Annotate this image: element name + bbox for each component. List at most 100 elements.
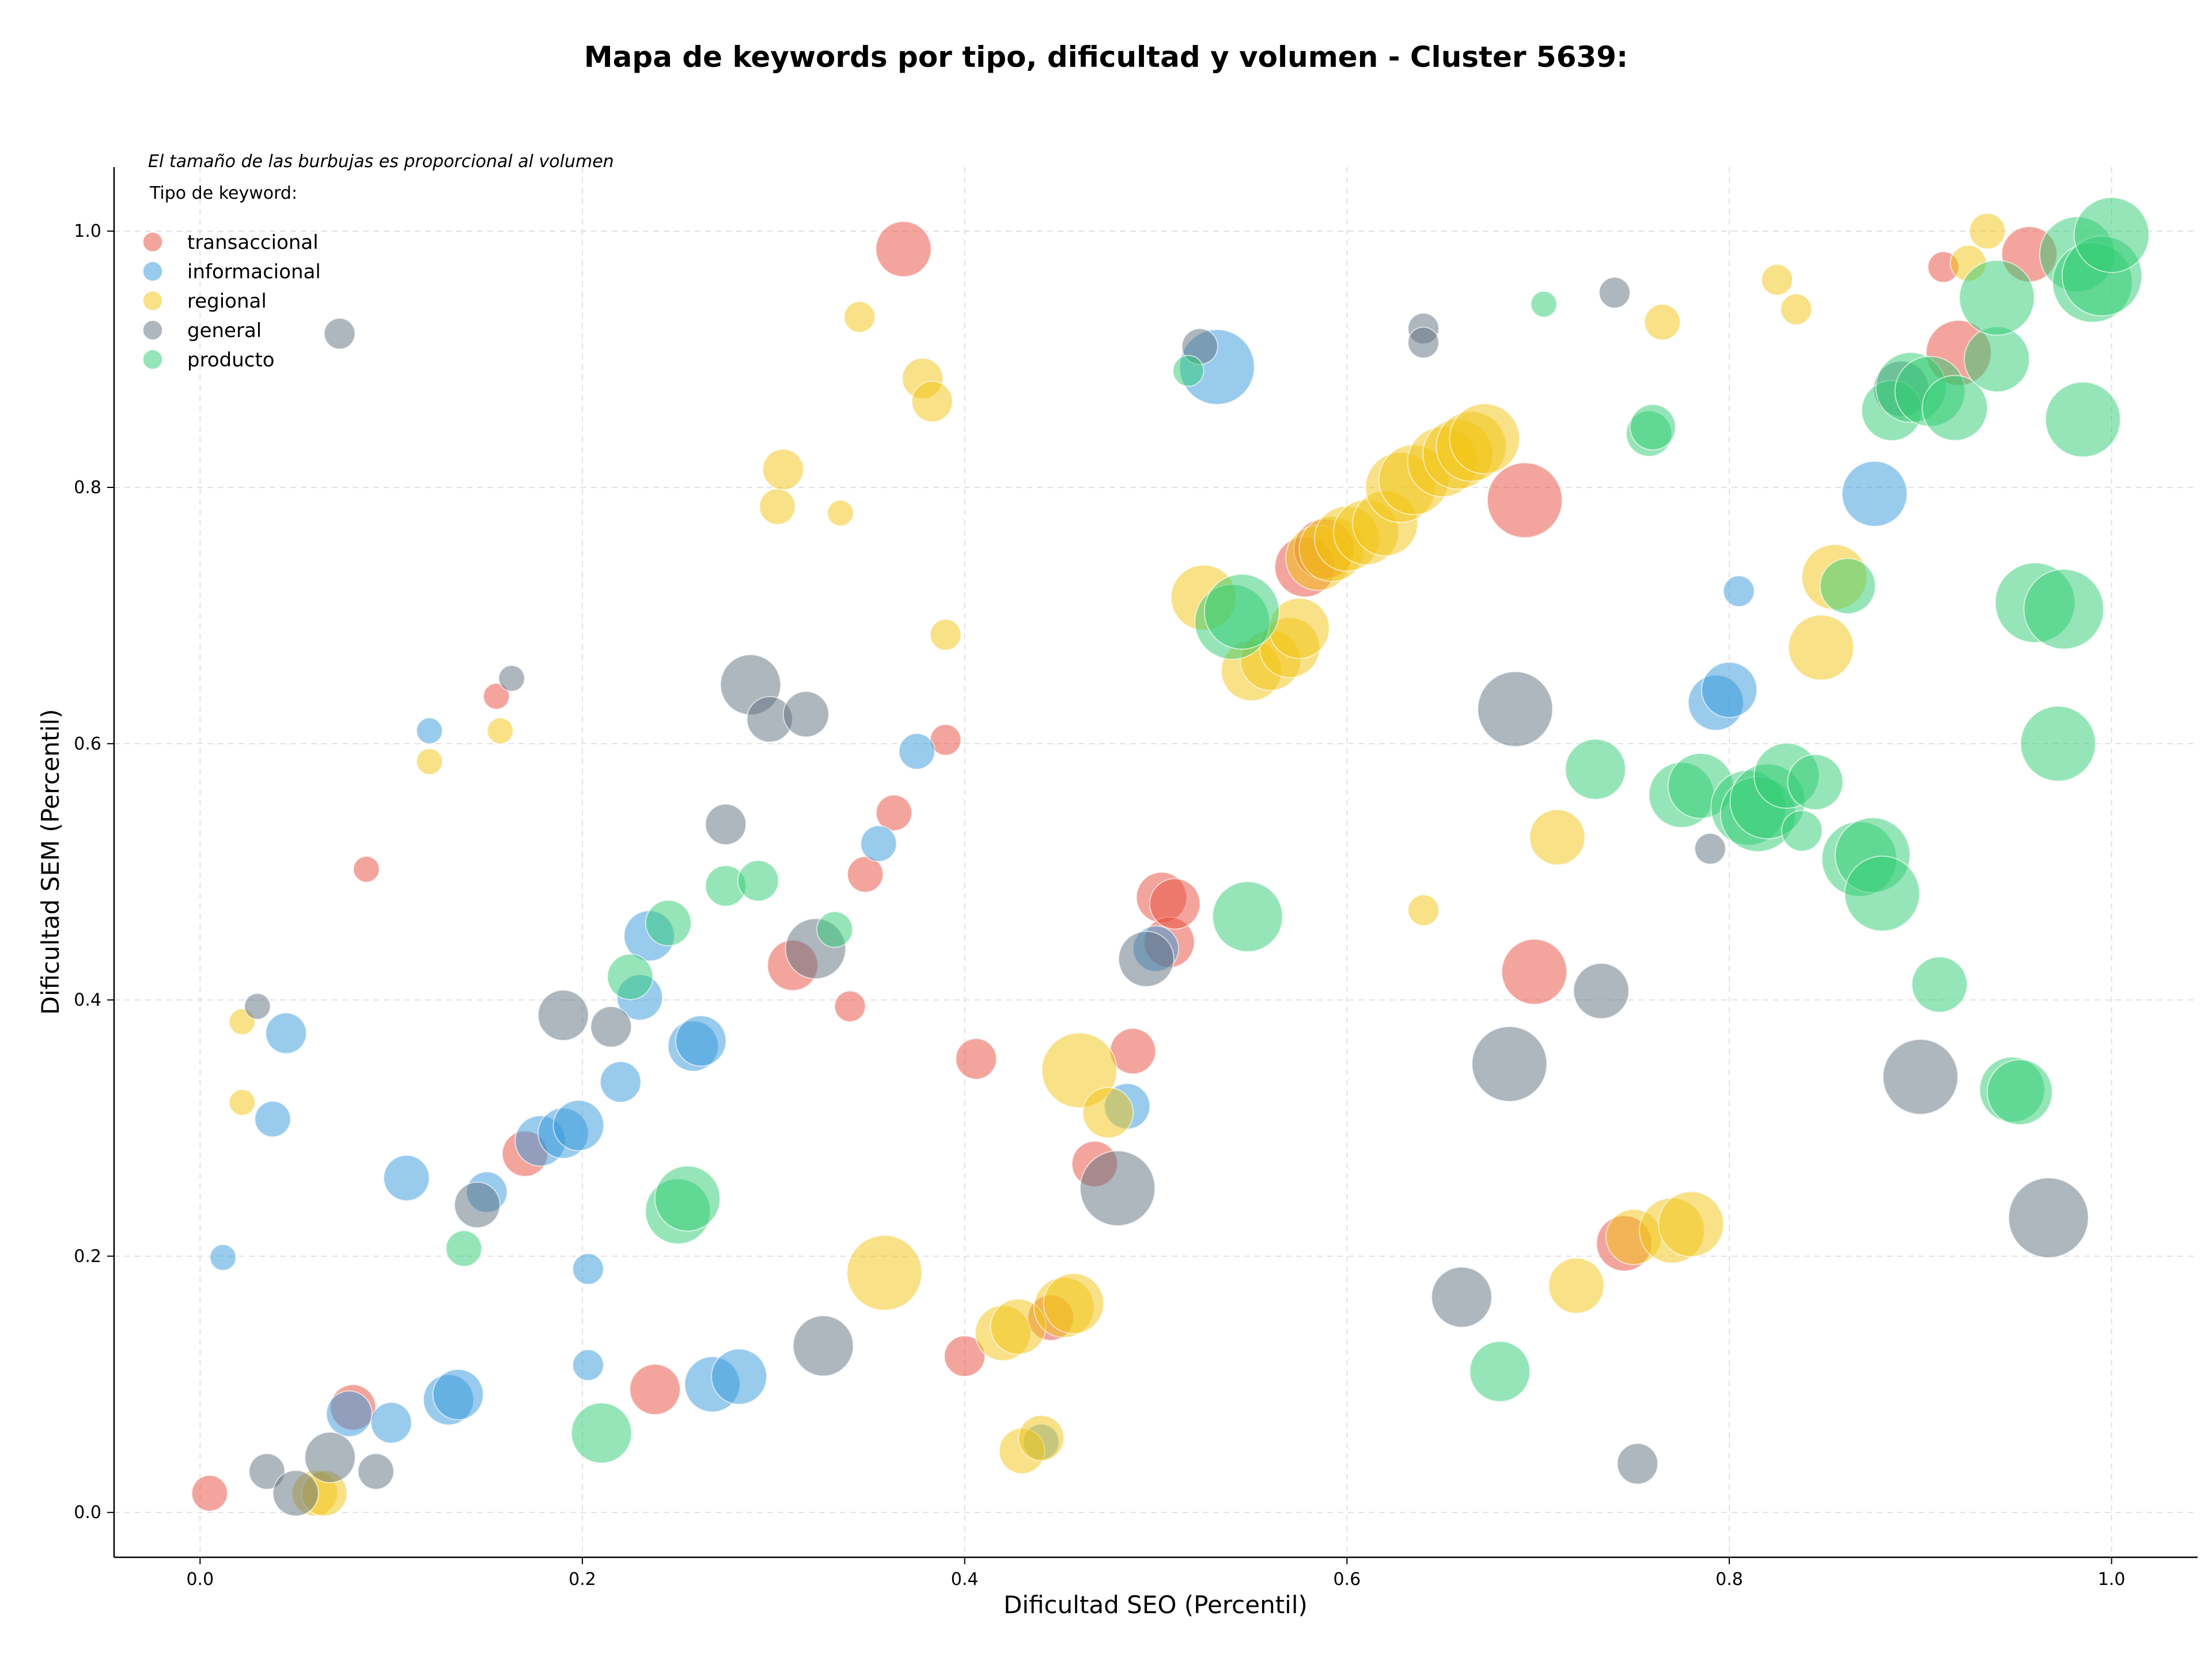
x-tick-label: 0.2 [569,1569,596,1590]
bubble-regional [1017,1414,1065,1462]
bubble-general [1431,1266,1493,1328]
axis-ticks: 0.0 0.2 0.4 0.6 0.8 1.0 0.0 0.2 0.4 0.6 0.8 1.0 [74,221,2125,1590]
bubble-producto [2020,705,2096,782]
bubble-informacional [432,1368,484,1421]
bubble-regional [1780,293,1812,326]
bubble-general [244,993,271,1020]
bubble-general [1080,1150,1156,1227]
legend-marker-transaccional [142,232,163,252]
legend-label-informacional: informacional [187,260,321,283]
bubble-general [537,989,589,1042]
bubble-general [248,1452,286,1490]
bubble-regional [843,301,876,333]
bubble-informacional [325,1390,373,1437]
y-tick-label: 0.6 [74,734,101,754]
bubble-general [1694,833,1726,865]
bubble-producto [816,911,854,948]
bubble-regional [1968,213,2006,250]
bubble-informacional [711,1348,768,1405]
legend-label-transaccional: transaccional [187,231,319,254]
bubble-producto [2073,196,2150,273]
bubble-producto [1986,1059,2053,1126]
bubble-producto [1203,573,1280,650]
bubble-informacional [1722,575,1755,607]
bubble-informacional [265,1012,307,1054]
bubble-informacional [898,733,935,770]
bubble-general [1471,1026,1548,1102]
bubble-regional [228,1088,256,1116]
x-axis-label: Dificultad SEO (Percentil) [1003,1591,1308,1619]
bubble-general [792,1315,854,1377]
bubble-regional [1548,1257,1605,1314]
bubble-transaccional [955,1038,997,1080]
legend-marker-informacional [142,261,163,282]
bubble-producto [1629,403,1676,451]
bubble-transaccional [875,794,912,831]
legend-label-general: general [187,319,262,342]
y-tick-label: 0.4 [74,990,101,1011]
x-tick-label: 1.0 [2098,1569,2126,1590]
bubble-regional [416,748,444,775]
x-tick-label: 0.6 [1333,1569,1361,1590]
bubble-transaccional [483,682,510,710]
y-axis-label: Dificultad SEM (Percentil) [36,709,65,1015]
bubble-general [2008,1177,2089,1258]
x-tick-label: 0.8 [1715,1569,1743,1590]
legend-marker-regional [142,290,163,311]
bubble-producto [1922,374,1988,441]
bubble-transaccional [944,1335,986,1378]
bubble-producto [654,1165,721,1232]
bubble-general [272,1470,319,1517]
bubble-informacional [254,1100,291,1138]
bubble-regional [1658,1191,1725,1258]
y-tick-label: 0.2 [74,1246,101,1266]
legend-label-regional: regional [187,290,267,313]
bubble-producto [1959,259,2035,336]
bubble-transaccional [875,221,932,278]
bubble-transaccional [191,1474,228,1512]
bubble-general [782,691,830,738]
bubble-informacional [552,1099,605,1152]
bubble-general [1407,326,1440,359]
y-tick-label: 1.0 [74,221,101,241]
bubble-informacional [209,1244,237,1272]
bubble-informacional [572,1253,604,1285]
bubble-producto [2044,381,2121,458]
bubble-regional [762,448,804,491]
bubble-transaccional [1149,878,1201,930]
bubble-producto [1172,354,1205,387]
data-bubbles [191,196,2150,1517]
bubble-general [1882,1039,1959,1115]
legend: transaccional informacional regional genera… [142,231,321,372]
bubble-informacional [416,717,444,745]
bubble-general [704,803,747,846]
bubble-producto [1530,290,1558,318]
bubble-regional [1761,263,1793,296]
bubble-transaccional [1486,462,1563,539]
bubble-transaccional [834,990,866,1023]
chart-title: Mapa de keywords por tipo, dificultad y … [584,40,1628,74]
bubble-producto [1781,809,1823,852]
y-tick-label: 0.0 [74,1503,101,1523]
bubble-informacional [572,1349,604,1382]
bubble-producto [607,954,654,1001]
bubble-producto [645,899,692,947]
bubble-regional [1787,614,1854,681]
bubble-producto [1844,855,1921,932]
bubble-informacional [600,1061,642,1103]
bubble-general [1573,963,1630,1020]
bubble-general [590,1006,632,1048]
bubble-informacional [675,1015,727,1067]
bubble-regional [1082,1087,1134,1139]
bubble-general [498,664,525,692]
legend-marker-general [142,320,163,340]
bubble-transaccional [353,856,380,883]
bubble-informacional [370,1402,412,1444]
bubble-regional [486,717,514,745]
bubble-producto [1565,739,1626,800]
bubble-general [1616,1443,1658,1485]
legend-marker-producto [142,349,163,370]
bubble-regional [1529,809,1586,866]
bubble-producto [1911,956,1968,1013]
